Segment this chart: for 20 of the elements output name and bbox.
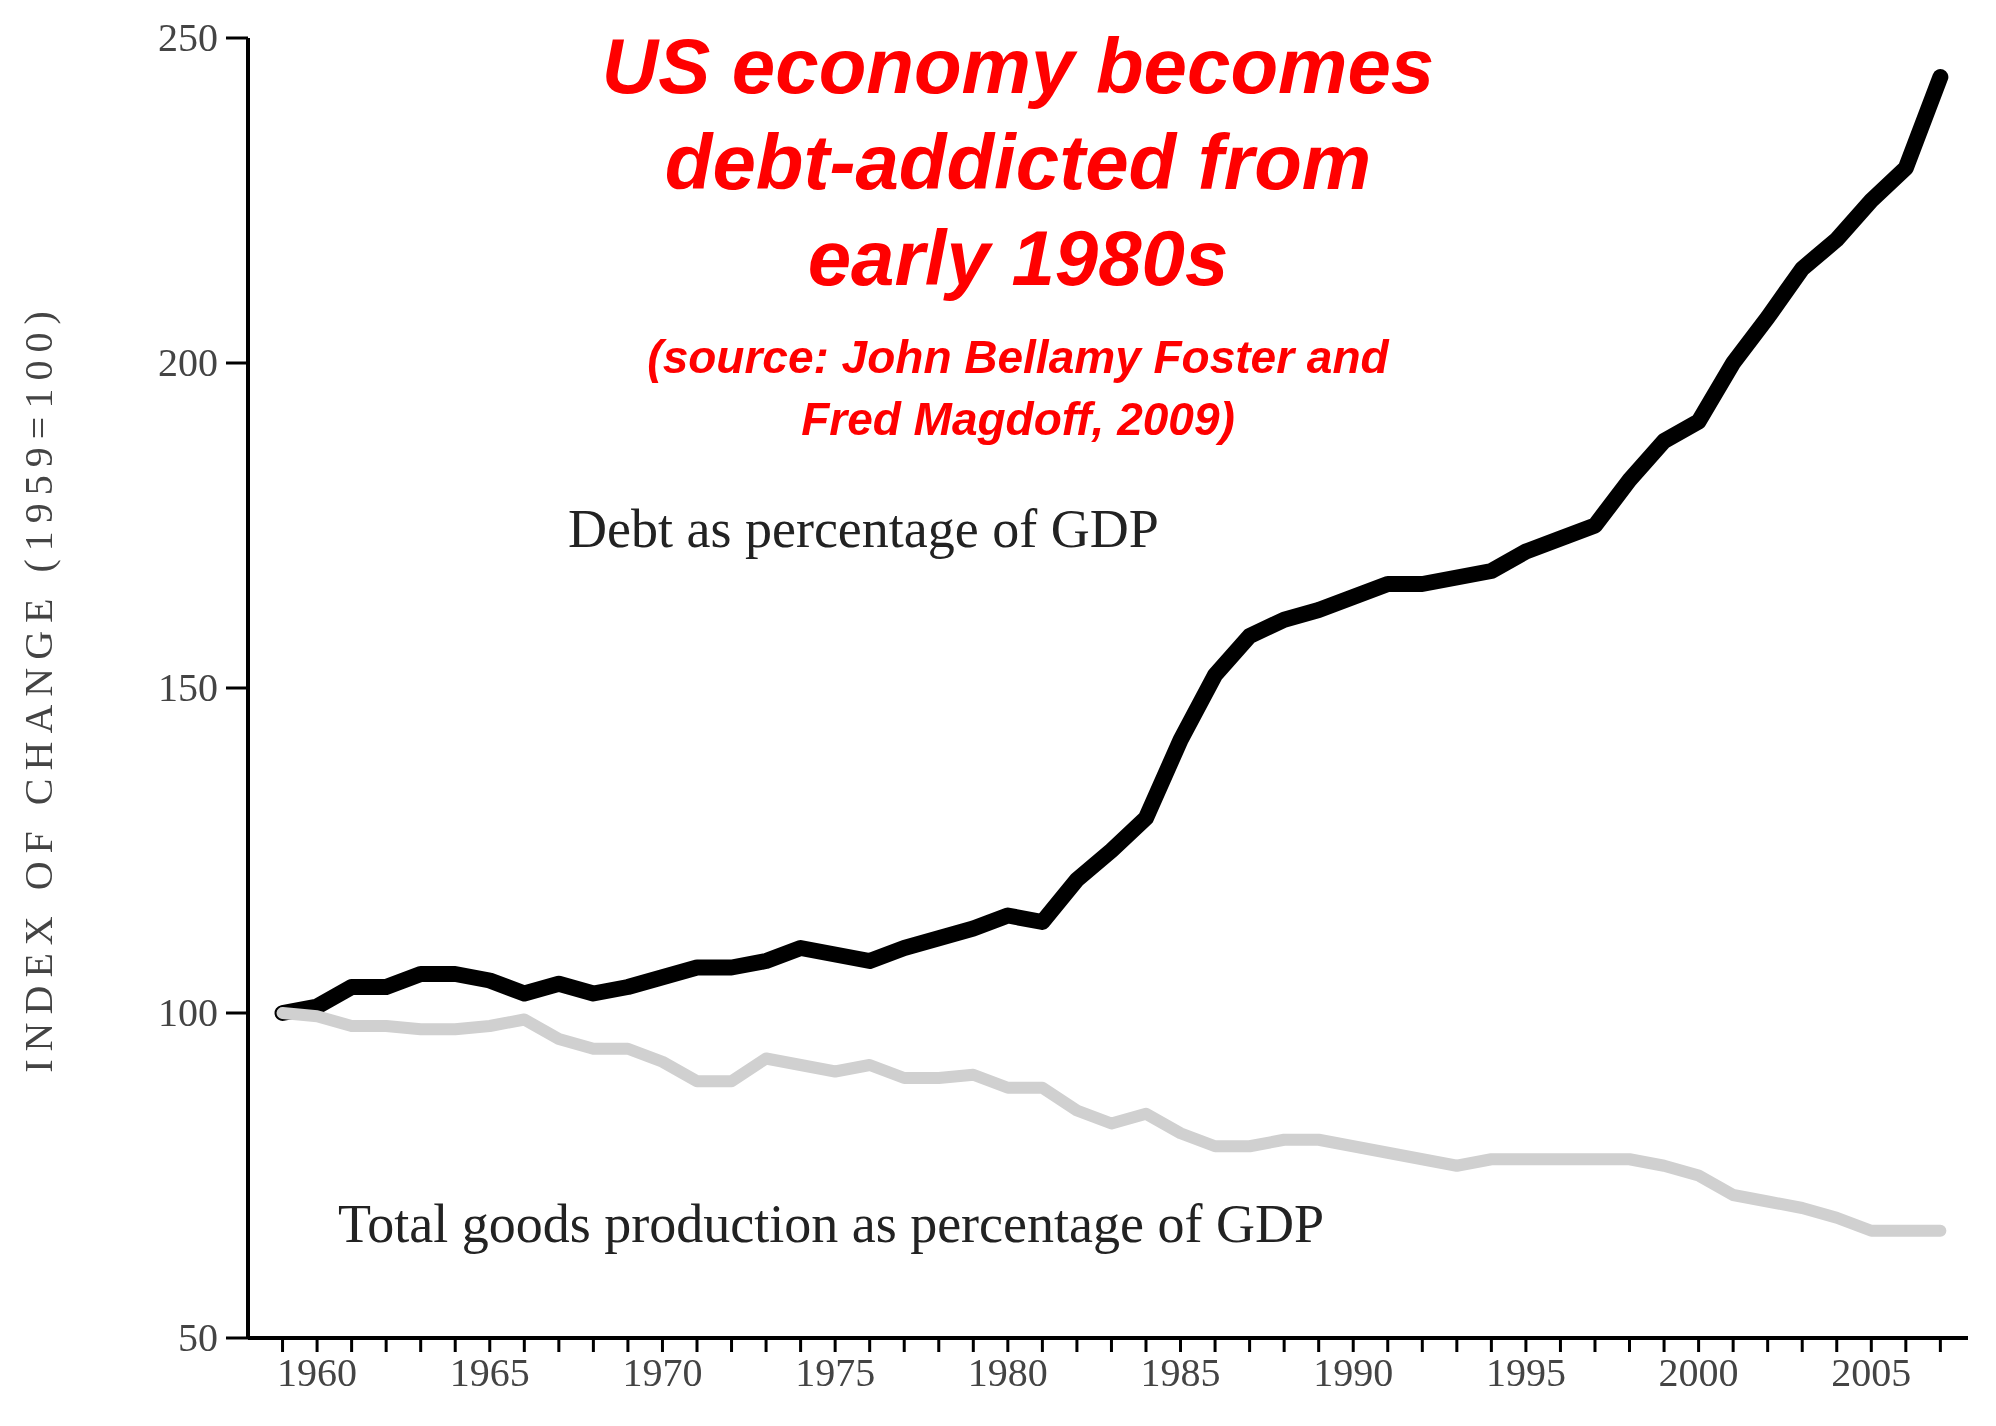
x-tick-label: 1990 <box>1313 1350 1394 1395</box>
x-tick-label: 2005 <box>1831 1350 1912 1395</box>
y-axis-title: INDEX OF CHANGE (1959=100) <box>16 303 62 1073</box>
x-tick-label: 1965 <box>449 1350 530 1395</box>
text: US economy becomes debt-addicted from early 1980s <box>600 21 1436 304</box>
x-tick-label: 1980 <box>967 1350 1048 1395</box>
x-tick-label: 1960 <box>277 1350 358 1395</box>
y-tick-label: 150 <box>158 665 218 710</box>
y-tick-label: 200 <box>158 340 218 385</box>
x-tick-label: 1985 <box>1140 1350 1221 1395</box>
y-tick-label: 250 <box>158 15 218 60</box>
series-label: Total goods production as percentage of GDP <box>338 1193 1324 1255</box>
y-tick-label: 100 <box>158 990 218 1035</box>
x-tick-label: 1975 <box>795 1350 876 1395</box>
x-tick-label: 1970 <box>622 1350 703 1395</box>
text: (source: John Bellamy Foster and Fred Magdoff, 2009) <box>646 330 1391 447</box>
text: Debt as percentage of GDP <box>568 498 1159 560</box>
x-tick-label: 2000 <box>1658 1350 1739 1395</box>
y-tick-label: 50 <box>178 1315 218 1360</box>
x-tick-label: 1995 <box>1485 1350 1566 1395</box>
